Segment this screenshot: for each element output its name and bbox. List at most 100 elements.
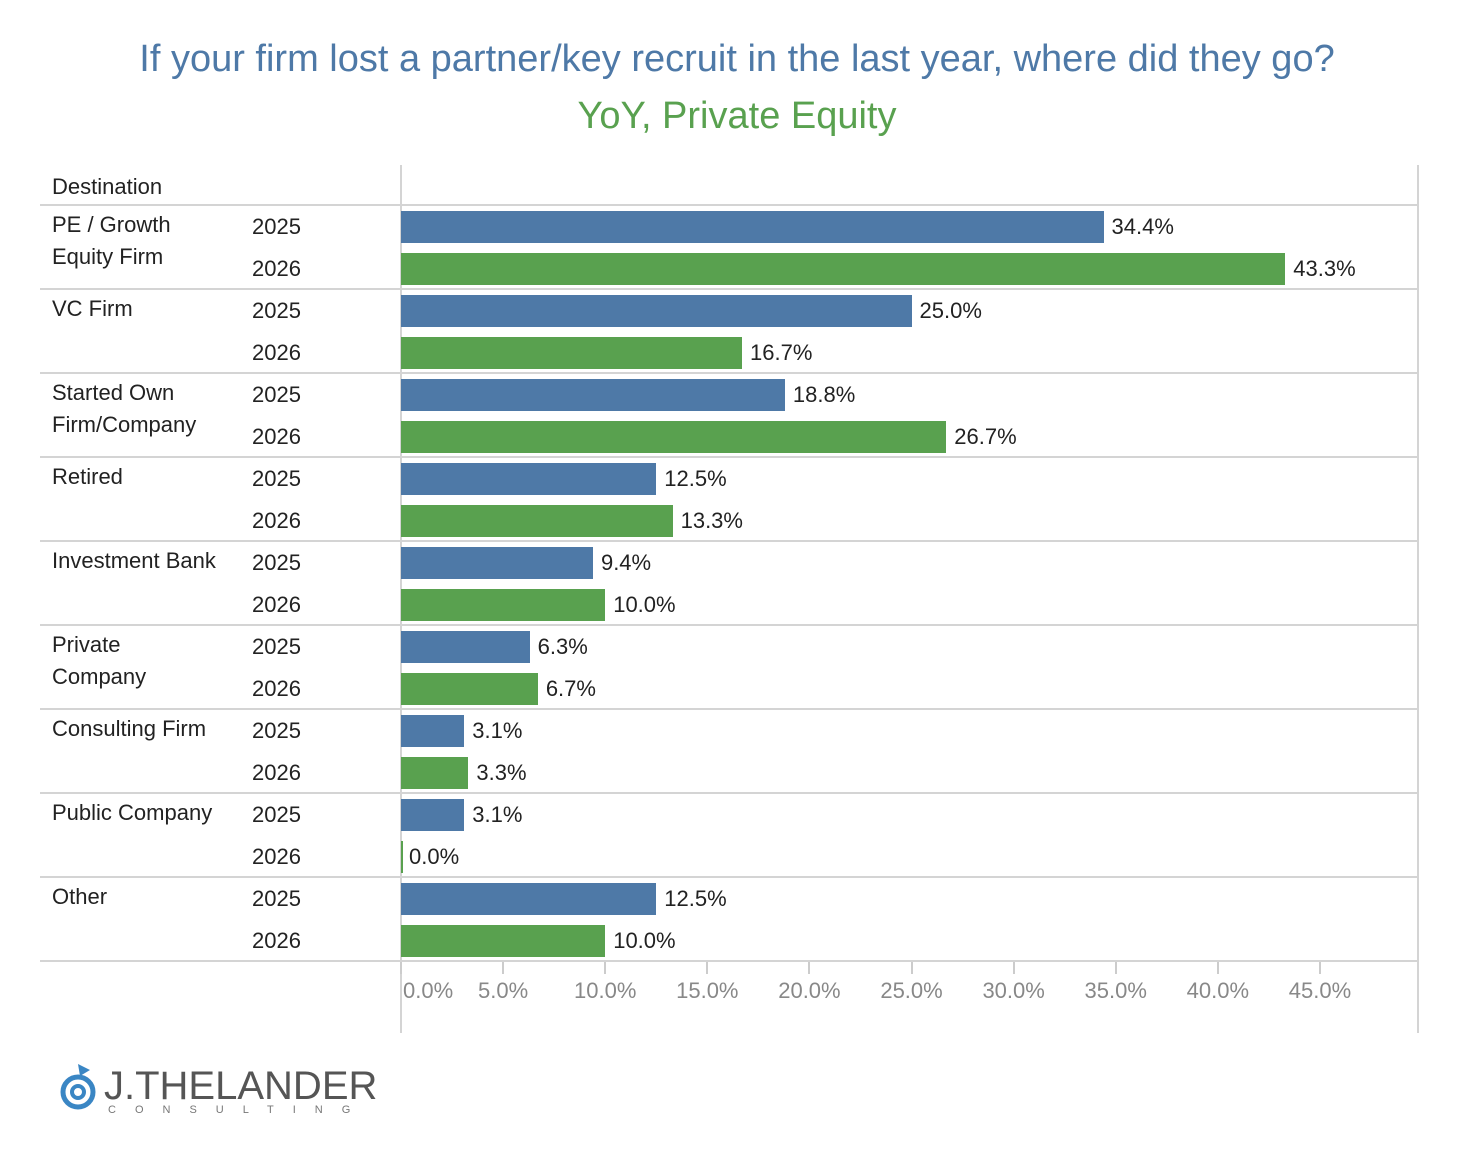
chart-subtitle: YoY, Private Equity (577, 95, 897, 137)
value-label: 6.3% (537, 634, 588, 659)
value-label: 34.4% (1111, 214, 1174, 239)
category-label: PE / Growth Equity Firm (52, 212, 171, 269)
tick-mark (502, 962, 505, 974)
value-label: 3.1% (472, 718, 523, 743)
series-label: 2025 (252, 718, 301, 743)
bar (401, 379, 785, 411)
value-label: 10.0% (613, 592, 676, 617)
chart-title: If your firm lost a partner/key recruit … (139, 38, 1335, 80)
series-label: 2026 (252, 508, 301, 533)
bar (401, 841, 403, 873)
row-divider (40, 792, 1419, 794)
value-label: 26.7% (954, 424, 1017, 449)
category-label: VC Firm (52, 296, 133, 321)
bar (401, 925, 606, 957)
x-tick-label: 45.0% (1288, 978, 1352, 1003)
series-label: 2026 (252, 928, 301, 953)
value-label: 13.3% (680, 508, 743, 533)
series-label: 2025 (252, 298, 301, 323)
x-tick-label: 0.0% (403, 978, 454, 1003)
series-label: 2026 (252, 256, 301, 281)
series-label: 2025 (252, 802, 301, 827)
tick-mark (1012, 962, 1015, 974)
row-divider (40, 876, 1419, 878)
row-divider (40, 288, 1419, 290)
tick-mark (1216, 962, 1219, 974)
category-label: Other (52, 884, 108, 909)
value-label: 43.3% (1293, 256, 1356, 281)
bar (401, 757, 469, 789)
value-label: 12.5% (664, 886, 727, 911)
tick-mark (808, 962, 811, 974)
bar (401, 631, 530, 663)
series-label: 2026 (252, 844, 301, 869)
bar (401, 463, 657, 495)
x-tick-label: 15.0% (676, 978, 739, 1003)
x-tick-label: 25.0% (880, 978, 943, 1003)
value-label: 12.5% (664, 466, 727, 491)
row-divider (40, 708, 1419, 710)
category-label: Consulting Firm (52, 716, 207, 741)
series-label: 2025 (252, 634, 301, 659)
logo-icon (60, 1064, 96, 1110)
bar (401, 421, 947, 453)
row-divider (40, 624, 1419, 626)
series-label: 2026 (252, 424, 301, 449)
value-label: 18.8% (792, 382, 856, 407)
series-label: 2026 (252, 340, 301, 365)
tick-mark (706, 962, 709, 974)
bar (401, 715, 465, 747)
x-tick-label: 5.0% (478, 978, 529, 1003)
category-label: Started Own Firm/Company (52, 380, 197, 437)
row-divider (40, 372, 1419, 374)
bar (401, 547, 593, 579)
series-label: 2025 (252, 214, 301, 239)
value-label: 0.0% (409, 844, 460, 869)
category-label: Private Company (52, 632, 147, 689)
series-label: 2026 (252, 592, 301, 617)
bar (401, 799, 465, 831)
header-line (40, 204, 1419, 206)
bar (401, 337, 743, 369)
tick-mark (604, 962, 607, 974)
bar (401, 673, 538, 705)
tick-mark (910, 962, 913, 974)
logo-name: J.THELANDER (104, 1064, 378, 1108)
bar (401, 589, 606, 621)
tick-mark (1114, 962, 1117, 974)
bar (401, 253, 1286, 285)
category-label: Retired (52, 464, 123, 489)
x-tick-label: 40.0% (1186, 978, 1250, 1003)
series-label: 2026 (252, 760, 301, 785)
category-label: Investment Bank (52, 548, 216, 573)
value-label: 9.4% (600, 550, 652, 575)
series-label: 2025 (252, 550, 301, 575)
value-label: 16.7% (750, 340, 813, 365)
frame-line (1417, 165, 1419, 1033)
logo-tagline: CONSULTING (108, 1104, 370, 1116)
value-label: 10.0% (613, 928, 676, 953)
series-label: 2025 (252, 886, 301, 911)
series-label: 2026 (252, 676, 301, 701)
x-tick-label: 20.0% (778, 978, 841, 1003)
value-label: 3.3% (476, 760, 527, 785)
series-label: 2025 (252, 382, 301, 407)
bar (401, 211, 1104, 243)
bar (401, 295, 912, 327)
row-divider (40, 540, 1419, 542)
tick-mark (400, 962, 402, 974)
x-tick-label: 10.0% (574, 978, 637, 1003)
row-divider (40, 960, 1419, 962)
row-divider (40, 456, 1419, 458)
value-label: 25.0% (919, 298, 982, 323)
x-tick-label: 35.0% (1084, 978, 1147, 1003)
series-label: 2025 (252, 466, 301, 491)
bar (401, 883, 657, 915)
tick-mark (1318, 962, 1321, 974)
category-label: Public Company (52, 800, 213, 825)
value-label: 6.7% (545, 676, 596, 701)
row-header: Destination (52, 174, 163, 199)
x-tick-label: 30.0% (982, 978, 1045, 1003)
value-label: 3.1% (472, 802, 523, 827)
